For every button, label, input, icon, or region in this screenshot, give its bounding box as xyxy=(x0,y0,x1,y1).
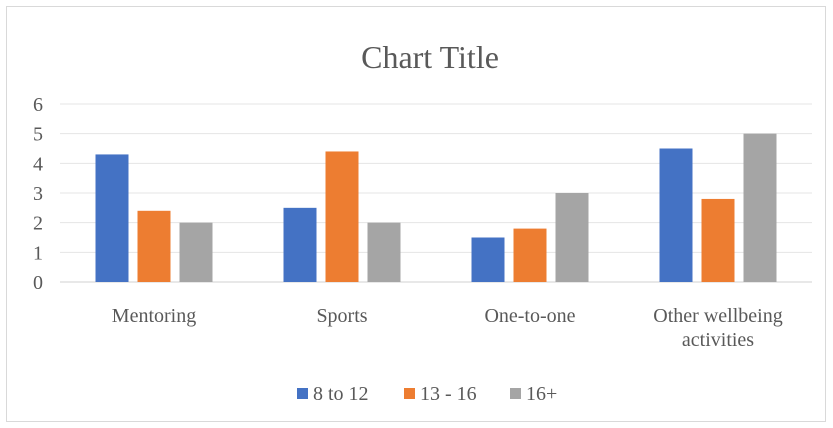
bar-0-1 xyxy=(138,211,171,282)
bar-3-1 xyxy=(702,199,735,282)
y-tick-label: 6 xyxy=(33,94,43,116)
bar-3-2 xyxy=(744,134,777,282)
x-tick-label: Mentoring xyxy=(112,305,196,327)
legend-label: 8 to 12 xyxy=(313,383,369,405)
bar-0-0 xyxy=(96,154,129,282)
legend-swatch xyxy=(510,388,521,399)
bar-2-2 xyxy=(556,193,589,282)
y-tick-label: 5 xyxy=(33,124,43,146)
y-tick-label: 3 xyxy=(33,183,43,205)
x-tick-label: Sports xyxy=(316,305,367,327)
legend-swatch xyxy=(404,388,415,399)
bar-1-0 xyxy=(284,208,317,282)
bar-2-1 xyxy=(514,229,547,282)
legend-item: 8 to 12 xyxy=(297,383,369,405)
y-tick-label: 4 xyxy=(33,153,43,175)
legend-label: 16+ xyxy=(526,383,557,405)
y-tick-label: 1 xyxy=(33,242,43,264)
y-tick-label: 0 xyxy=(33,272,43,294)
bar-1-1 xyxy=(326,151,359,282)
bar-0-2 xyxy=(180,223,213,282)
x-tick-label: Other wellbeing activities xyxy=(653,305,782,351)
gridlines xyxy=(60,104,812,282)
legend-label: 13 - 16 xyxy=(420,383,477,405)
legend-swatch xyxy=(297,388,308,399)
x-tick-label: One-to-one xyxy=(484,305,575,327)
bar-3-0 xyxy=(660,149,693,283)
x-axis-labels: Mentoring Sports One-to-one Other wellbeing… xyxy=(112,305,783,351)
bars xyxy=(96,134,777,282)
bar-2-0 xyxy=(472,238,505,283)
legend-item: 13 - 16 xyxy=(404,383,477,405)
legend-item: 16+ xyxy=(510,383,557,405)
y-tick-label: 2 xyxy=(33,213,43,235)
bar-1-2 xyxy=(368,223,401,282)
legend: 8 to 12 13 - 16 16+ xyxy=(297,383,557,405)
chart-title: Chart Title xyxy=(361,39,499,75)
y-axis-ticks: 0 1 2 3 4 5 6 xyxy=(33,94,43,294)
